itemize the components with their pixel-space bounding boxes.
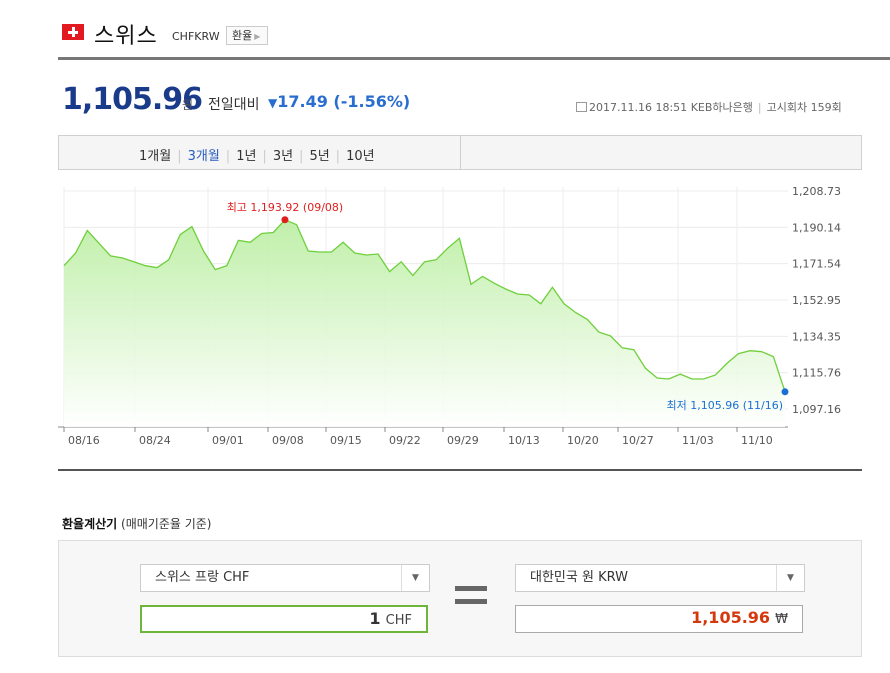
tab-period[interactable]: 3년	[272, 149, 294, 164]
x-tick-label: 11/03	[682, 434, 714, 447]
x-tick-label: 08/24	[139, 434, 171, 447]
current-rate-unit: 원	[182, 98, 194, 112]
y-tick-label: 1,208.73	[792, 185, 841, 198]
period-tabs: 1개월 | 3개월 | 1년 | 3년 | 5년 | 10년	[139, 149, 375, 164]
bank-name: KEB하나은행	[690, 101, 753, 114]
to-amount-unit: ₩	[775, 612, 788, 627]
down-triangle-icon: ▼	[268, 96, 278, 110]
y-tick-label: 1,134.35	[792, 330, 841, 343]
y-tick-label: 1,115.76	[792, 367, 841, 380]
from-currency-select[interactable]: 스위스 프랑 CHF ▼	[140, 564, 430, 592]
rate-meta: 2017.11.16 18:51 KEB하나은행 | 고시회차 159회	[576, 99, 842, 115]
page-title: 스위스	[94, 24, 158, 49]
calculator-panel	[58, 540, 862, 657]
calculator-title-main: 환율계산기	[62, 517, 118, 531]
equals-icon	[455, 586, 487, 604]
x-tick-label: 08/16	[68, 434, 100, 447]
x-tick-label: 09/15	[330, 434, 362, 447]
tab-period[interactable]: 1년	[236, 149, 257, 164]
x-tick-label: 09/01	[212, 434, 244, 447]
current-rate: 1,105.96	[62, 82, 203, 117]
chevron-down-icon[interactable]: ▼	[776, 565, 804, 591]
series-line	[63, 219, 786, 393]
to-amount-value: 1,105.96	[691, 608, 771, 627]
max-point	[281, 216, 289, 224]
x-tick-label: 09/08	[272, 434, 304, 447]
compare-label: 전일대비	[208, 97, 260, 113]
y-tick-label: 1,097.16	[792, 403, 841, 416]
header-divider	[58, 57, 890, 60]
chevron-right-icon: ▶	[254, 32, 261, 41]
x-tick-label: 10/13	[508, 434, 540, 447]
to-currency-select[interactable]: 대한민국 원 KRW ▼	[515, 564, 805, 592]
x-tick-label: 10/20	[567, 434, 599, 447]
y-tick-label: 1,171.54	[792, 258, 841, 271]
swiss-flag-icon	[62, 24, 84, 40]
calculator-subtitle: (매매기준율 기준)	[121, 517, 212, 531]
exchange-rate-button[interactable]: 환율 ▶	[226, 26, 268, 45]
notice-round: 고시회차 159회	[766, 101, 842, 114]
x-tick-label: 10/27	[622, 434, 654, 447]
tab-period[interactable]: 3개월	[187, 149, 220, 164]
y-tick-label: 1,190.14	[792, 221, 841, 234]
from-amount-unit: CHF	[385, 613, 412, 628]
from-currency-label: 스위스 프랑 CHF	[155, 570, 250, 585]
rate-datetime: 2017.11.16 18:51	[589, 101, 688, 114]
x-tick-label: 09/22	[389, 434, 421, 447]
tab-period[interactable]: 10년	[346, 149, 375, 164]
rate-change-text: 17.49 (-1.56%)	[277, 92, 411, 111]
to-currency-label: 대한민국 원 KRW	[530, 570, 628, 585]
y-tick-label: 1,152.95	[792, 294, 841, 307]
series-area	[64, 219, 785, 427]
calculator-title: 환율계산기 (매매기준율 기준)	[62, 515, 212, 532]
rate-chart: 1,208.73 1,190.14 1,171.54 1,152.95 1,134.35…	[58, 185, 841, 447]
chevron-down-icon[interactable]: ▼	[401, 565, 429, 591]
from-amount-input[interactable]: 1 CHF	[140, 605, 428, 633]
to-amount-output: 1,105.96 ₩	[515, 605, 803, 633]
from-amount-value: 1	[369, 609, 381, 628]
max-label: 최고 1,193.92 (09/08)	[227, 201, 344, 214]
chart-divider	[58, 469, 862, 471]
rate-change: ▼17.49 (-1.56%)	[268, 92, 410, 111]
tab-period[interactable]: 1개월	[139, 149, 172, 164]
min-label: 최저 1,105.96 (11/16)	[666, 399, 783, 412]
x-tick-label: 09/29	[447, 434, 479, 447]
calendar-icon	[576, 102, 587, 112]
tab-period[interactable]: 5년	[309, 149, 330, 164]
min-point	[781, 388, 789, 396]
x-tick-label: 11/10	[741, 434, 773, 447]
exchange-rate-button-label: 환율	[232, 29, 253, 42]
currency-code: CHFKRW	[172, 30, 220, 43]
period-tabbar: 1개월 | 3개월 | 1년 | 3년 | 5년 | 10년	[58, 135, 862, 170]
